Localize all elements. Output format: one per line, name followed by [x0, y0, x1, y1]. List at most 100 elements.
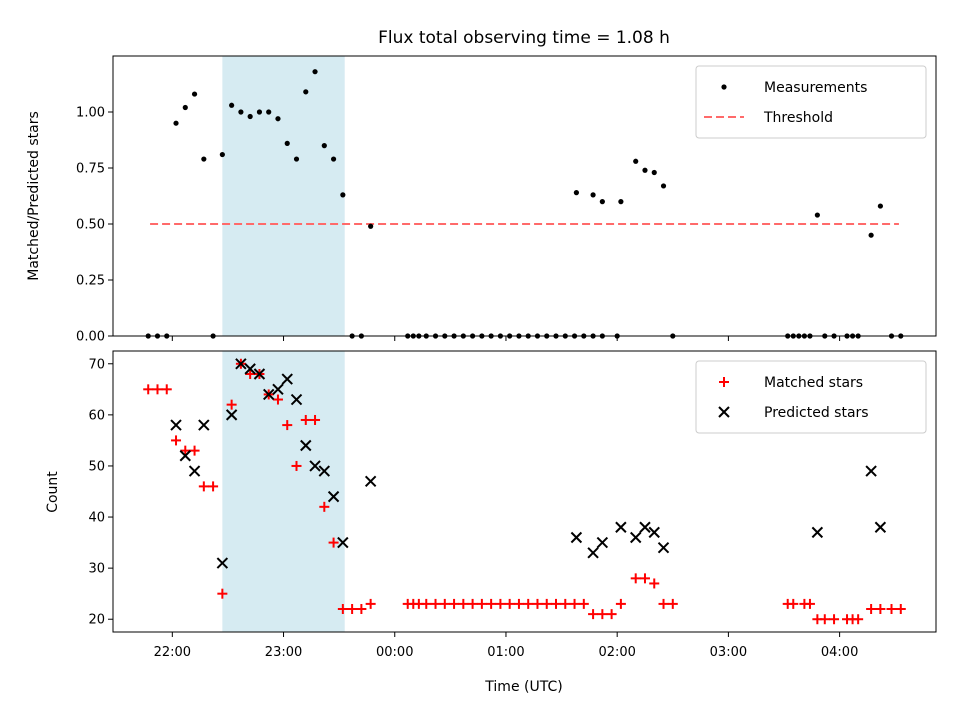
- measurement-point: [201, 156, 207, 162]
- matched-star-point: [319, 501, 330, 512]
- measurement-point: [303, 89, 309, 95]
- matched-star-point: [365, 598, 376, 609]
- legend-label: Matched stars: [764, 375, 863, 391]
- measurement-point: [312, 69, 318, 75]
- matched-star-point: [532, 598, 543, 609]
- predicted-star-point: [253, 368, 266, 380]
- measurement-point: [173, 120, 179, 126]
- predicted-star-point: [615, 521, 627, 533]
- measurement-point: [573, 190, 580, 196]
- legend-entry: Threshold: [704, 110, 833, 126]
- matched-star-point: [171, 435, 182, 446]
- measurement-point: [633, 158, 639, 164]
- measurement-point: [219, 151, 225, 158]
- matched-star-point: [513, 598, 524, 609]
- matched-star-point: [569, 598, 580, 609]
- matched-star-point: [667, 598, 678, 609]
- matched-star-point: [541, 598, 552, 609]
- measurement-point: [599, 199, 605, 205]
- y-tick-label: 1.00: [76, 106, 105, 121]
- matched-star-point: [310, 414, 321, 425]
- measurement-point: [590, 192, 596, 198]
- matched-star-point: [245, 368, 256, 379]
- matched-star-point: [875, 604, 886, 615]
- predicted-star-point: [272, 383, 284, 396]
- measurement-point: [293, 156, 300, 162]
- y-tick-label: 0.50: [76, 218, 105, 233]
- top-legend: Measurements Threshold: [695, 65, 927, 139]
- bottom-plot-area: 20 30 40 50 60 70 22:00 23:00 00:00 01:00 02:00 03:…: [88, 350, 937, 660]
- measurement-point: [229, 102, 235, 108]
- predicted-star-point: [570, 531, 583, 544]
- matched-star-point: [467, 598, 478, 609]
- matched-star-point: [217, 588, 228, 599]
- predicted-star-point: [337, 536, 349, 549]
- measurement-point: [247, 113, 253, 120]
- predicted-star-point: [874, 521, 887, 533]
- matched-star-point: [198, 481, 209, 492]
- measurement-point: [814, 212, 820, 218]
- measurement-point: [330, 156, 337, 162]
- matched-star-point: [551, 598, 562, 609]
- matched-star-point: [161, 384, 172, 395]
- predicted-star-point: [300, 439, 312, 452]
- measurement-point: [368, 223, 374, 229]
- legend-label: Measurements: [764, 80, 867, 96]
- matched-star-point: [639, 573, 650, 584]
- axes-frame: [112, 350, 937, 633]
- x-tick-label: 04:00: [821, 645, 858, 660]
- matched-star-point: [449, 598, 460, 609]
- bottom-legend: Matched stars Predicted stars: [695, 360, 927, 434]
- predicted-star-point: [596, 536, 609, 549]
- x-tick-label: 03:00: [710, 645, 747, 660]
- matched-star-point: [606, 609, 617, 620]
- bottom-y-axis-label: Count: [45, 471, 61, 513]
- x-tick-label: 02:00: [598, 645, 635, 660]
- matched-star-point: [272, 394, 283, 405]
- predicted-star-point: [630, 531, 642, 544]
- matched-star-point: [630, 573, 641, 584]
- predicted-star-point: [235, 358, 247, 370]
- matched-star-point: [866, 604, 877, 615]
- measurements-panel: Flux total observing time = 1.08 h Match…: [26, 28, 937, 345]
- matched-star-point: [458, 598, 469, 609]
- predicted-star-point: [216, 557, 229, 569]
- predicted-star-point: [170, 419, 182, 431]
- axes-frame: [112, 55, 937, 337]
- matched-star-point: [476, 598, 487, 609]
- matched-star-point: [439, 598, 450, 609]
- measurement-point: [182, 104, 188, 111]
- legend-box: [695, 65, 927, 139]
- predicted-star-point: [318, 465, 331, 477]
- legend-entry: Predicted stars: [718, 405, 869, 421]
- y-tick-label: 30: [88, 562, 105, 577]
- matched-star-point: [180, 445, 191, 456]
- matched-star-point: [560, 598, 571, 609]
- matched-star-point: [895, 604, 906, 615]
- matched-star-point: [300, 414, 311, 425]
- y-tick-label: 0.75: [76, 162, 105, 177]
- predicted-star-point: [198, 419, 210, 431]
- matched-star-point: [649, 578, 660, 589]
- top-y-axis-label: Matched/Predicted stars: [26, 111, 42, 281]
- x-tick-label: 01:00: [487, 645, 524, 660]
- predicted-star-point: [327, 490, 340, 503]
- measurement-point: [868, 232, 874, 238]
- matched-star-point: [658, 598, 669, 609]
- matched-star-point: [291, 460, 302, 471]
- observing-span: [222, 351, 345, 632]
- top-plot-area: 0.00 0.25 0.50 0.75 1.00: [76, 55, 937, 345]
- matched-star-point: [337, 604, 348, 615]
- predicted-star-point: [188, 465, 201, 477]
- y-tick-label: 70: [88, 357, 105, 372]
- predicted-star-point: [262, 388, 275, 401]
- matched-star-point: [853, 614, 864, 625]
- measurement-point: [275, 116, 281, 122]
- predicted-star-point: [244, 363, 256, 375]
- matched-star-point: [588, 609, 599, 620]
- matched-star-point: [788, 598, 799, 609]
- matched-star-point: [829, 614, 840, 625]
- legend-marker-x: [718, 406, 730, 418]
- matched-star-point: [819, 614, 830, 625]
- measurement-point: [642, 167, 648, 173]
